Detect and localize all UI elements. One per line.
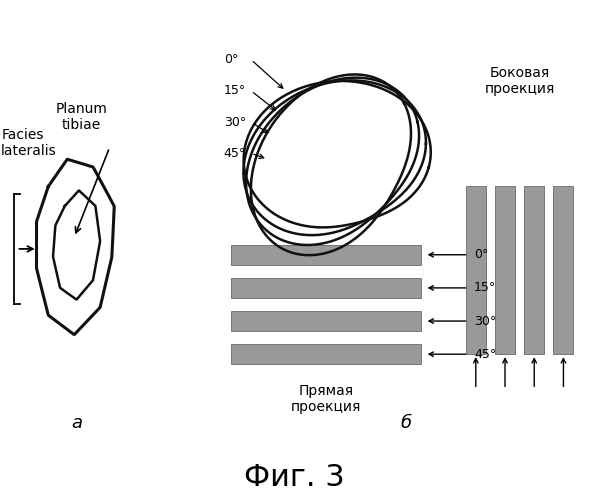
Text: а: а — [71, 414, 82, 432]
Text: Facies
lateralis: Facies lateralis — [1, 128, 57, 158]
Bar — [466, 186, 486, 354]
Bar — [231, 278, 421, 298]
Bar — [495, 186, 515, 354]
Bar — [231, 244, 421, 265]
Text: 30°: 30° — [474, 314, 496, 328]
Bar — [231, 344, 421, 364]
Text: Planum
tibiae: Planum tibiae — [55, 102, 107, 132]
Text: Фиг. 3: Фиг. 3 — [244, 464, 345, 492]
Bar — [554, 186, 574, 354]
Text: 45°: 45° — [224, 147, 246, 160]
Text: Боковая
проекция: Боковая проекция — [484, 66, 555, 96]
Text: Прямая
проекция: Прямая проекция — [291, 384, 361, 414]
Text: 45°: 45° — [474, 348, 496, 360]
Text: б: б — [401, 414, 412, 432]
Text: 0°: 0° — [224, 53, 238, 66]
Text: 30°: 30° — [224, 116, 246, 128]
Text: 15°: 15° — [474, 282, 496, 294]
Bar — [231, 311, 421, 331]
Text: 0°: 0° — [474, 248, 488, 261]
Text: 15°: 15° — [224, 84, 246, 98]
Bar — [524, 186, 544, 354]
